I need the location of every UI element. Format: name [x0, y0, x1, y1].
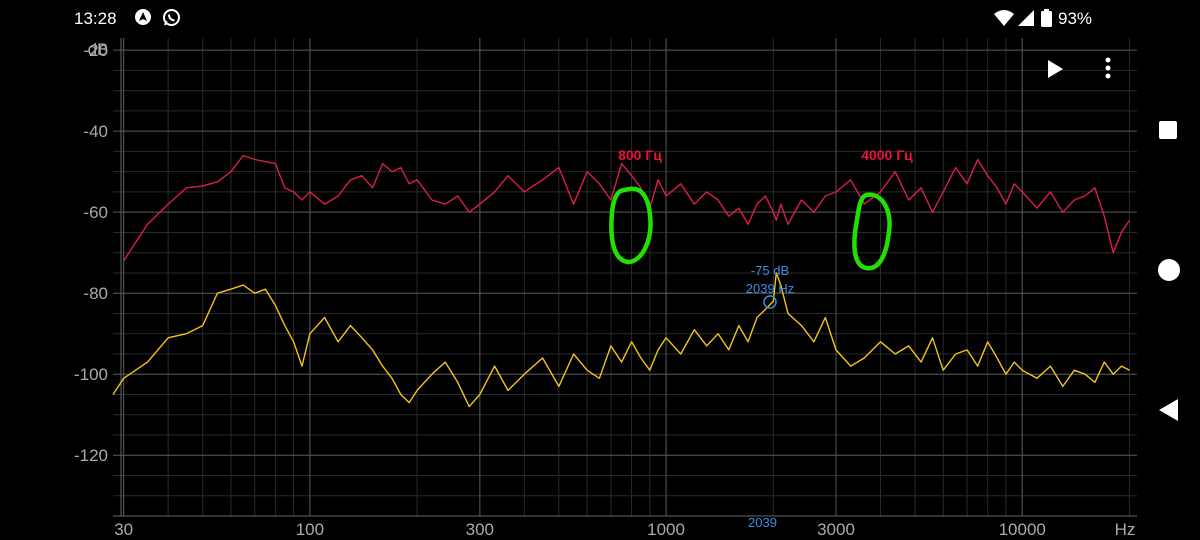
y-tick-label: -120 [74, 446, 108, 465]
battery-icon [1041, 9, 1052, 32]
x-tick-label: 3000 [817, 520, 855, 539]
wifi-icon [994, 10, 1014, 31]
battery-percent: 93% [1058, 9, 1093, 28]
series-line-yellow [112, 272, 1130, 408]
whatsapp-icon [162, 8, 181, 32]
cursor-db-readout: -75 dB [751, 263, 789, 278]
y-axis-labels: -20 -40 -60 -80 -100 -120 [74, 41, 108, 465]
major-grid [113, 38, 1137, 517]
x-axis-labels: 30 100 300 1000 3000 10000 [114, 520, 1046, 539]
series-layer [112, 154, 1131, 408]
cursor-hz-readout: 2039 Hz [746, 281, 794, 296]
back-button[interactable] [1158, 398, 1180, 422]
recent-apps-button[interactable] [1158, 120, 1178, 140]
more-options-button[interactable] [1100, 56, 1116, 82]
status-bar: 13:28 93% [0, 0, 1200, 36]
y-axis-unit: dB [88, 40, 109, 59]
x-tick-label: 10000 [999, 520, 1046, 539]
x-tick-label: 300 [466, 520, 494, 539]
signal-icon [1018, 10, 1034, 31]
x-axis-unit: Hz [1115, 520, 1136, 539]
annotation-circle-4000hz [852, 192, 892, 271]
y-tick-label: -100 [74, 365, 108, 384]
navigation-icon [134, 8, 152, 31]
cursor-axis-marker: 2039 [748, 515, 777, 530]
home-icon [1158, 259, 1180, 281]
more-vert-icon [1105, 57, 1111, 79]
back-icon [1159, 399, 1178, 421]
y-tick-label: -20 [83, 41, 108, 60]
y-tick-label: -40 [83, 122, 108, 141]
annotation-label-800hz: 800 Гц [618, 147, 662, 163]
annotation-circle-800hz [609, 186, 653, 265]
series-line-red [123, 154, 1131, 262]
x-tick-label: 1000 [647, 520, 685, 539]
play-icon [1048, 60, 1063, 78]
x-tick-label: 30 [114, 520, 133, 539]
y-tick-label: -80 [83, 284, 108, 303]
x-tick-label: 100 [296, 520, 324, 539]
cursor-marker[interactable] [763, 295, 777, 309]
annotation-label-4000hz: 4000 Гц [861, 147, 913, 163]
status-time: 13:28 [74, 9, 117, 28]
recent-apps-icon [1159, 121, 1177, 139]
y-tick-label: -60 [83, 203, 108, 222]
home-button[interactable] [1157, 258, 1181, 282]
play-button[interactable] [1044, 58, 1066, 80]
minor-grid [113, 38, 1137, 516]
